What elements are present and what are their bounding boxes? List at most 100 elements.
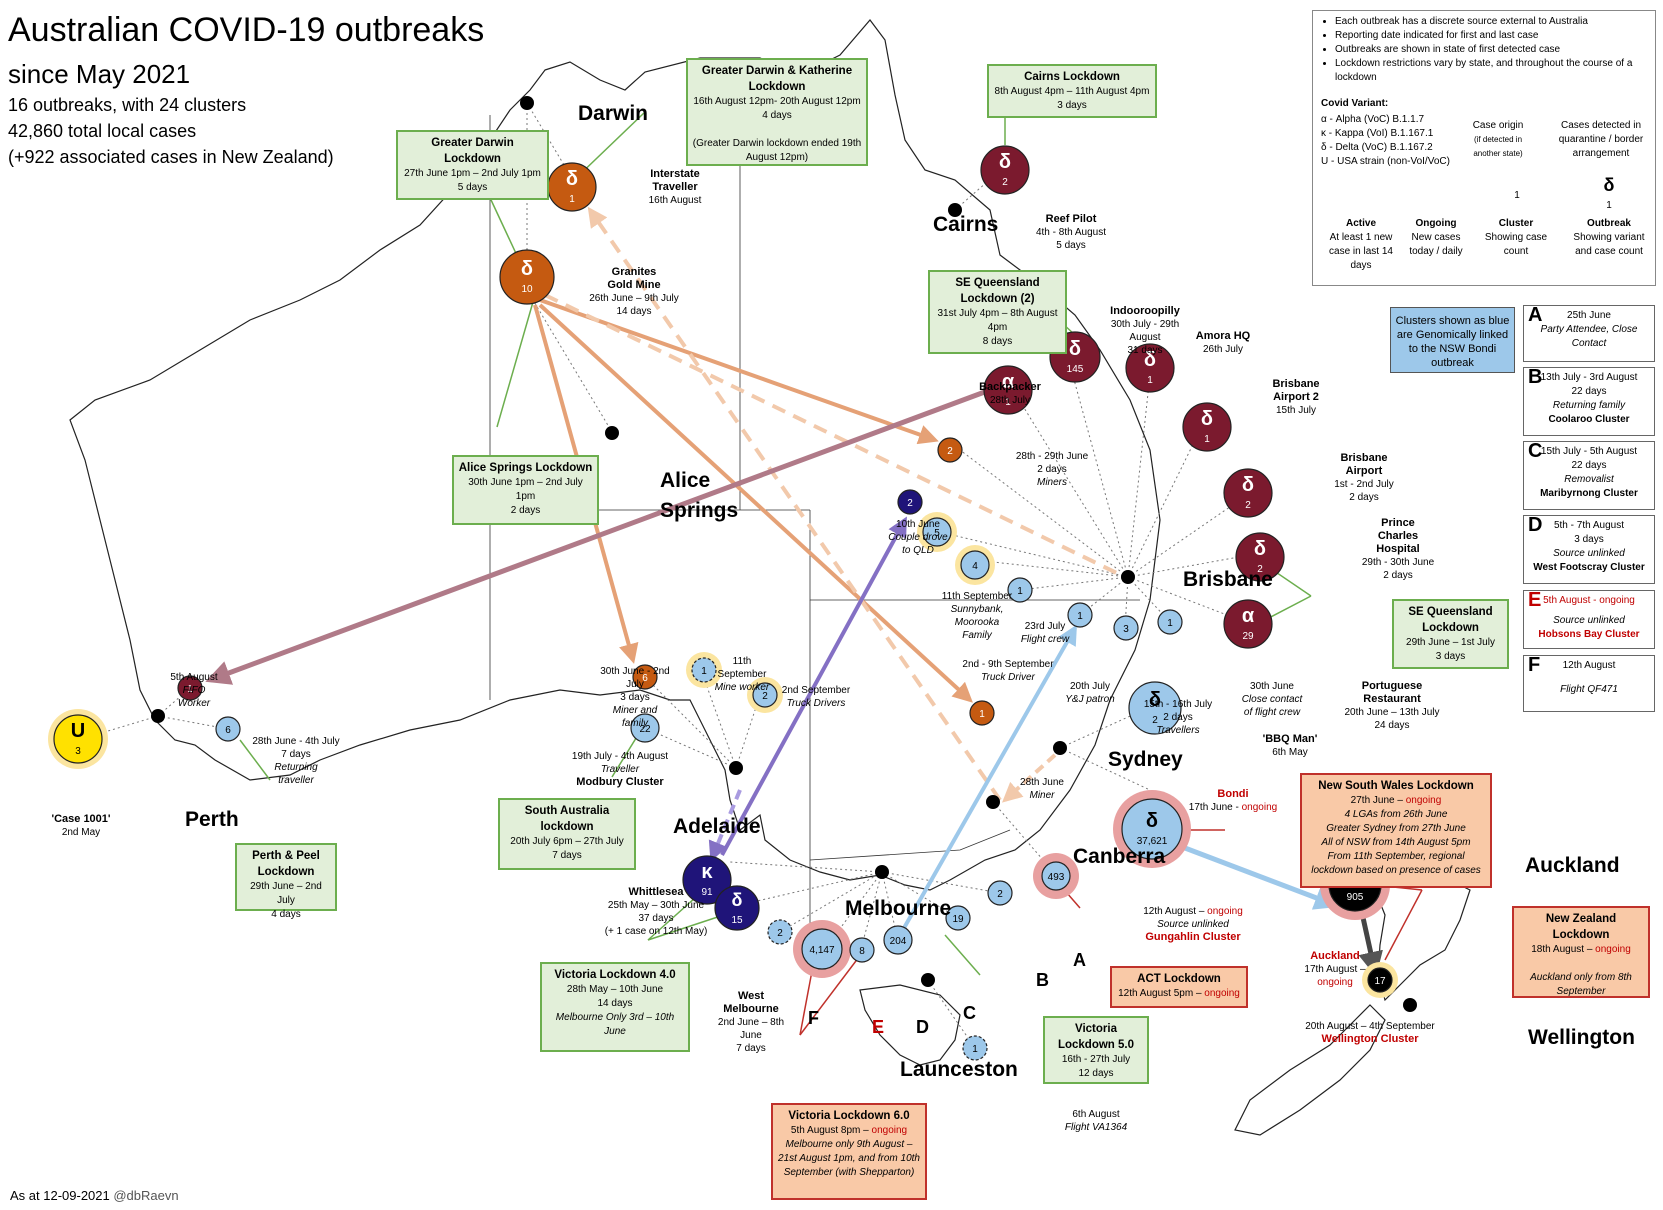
lockdown-new-zealand: New Zealand Lockdown 18th August – ongoin…: [1512, 906, 1650, 998]
label-west-melbourne: West Melbourne 2nd June – 8th June 7 days: [717, 990, 785, 1054]
marker-circle: [960, 550, 990, 580]
case-count: 91: [701, 887, 713, 898]
lockdown-se-queensland-2: SE Queensland Lockdown (2) 31st July 4pm …: [928, 270, 1067, 354]
case-count: 1: [1167, 618, 1173, 629]
legend-bullet: Each outbreak has a discrete source exte…: [1335, 15, 1655, 29]
label-gungahlin: 12th August – ongoing Source unlinked Gung…: [1143, 906, 1243, 943]
legend-outbreak: Outbreak Showing variant and case count: [1573, 218, 1645, 257]
case-count: 2: [1002, 177, 1008, 188]
city-alice-springs: Alice Springs: [660, 469, 739, 522]
variant-symbol: δ: [1144, 349, 1156, 371]
variant-symbol: α: [1002, 371, 1015, 393]
case-count: 2: [947, 446, 953, 457]
sidecard-d: D 5th - 7th August 3 days Source unlinke…: [1523, 515, 1655, 584]
label-mine-worker: 11th September Mine worker: [714, 656, 770, 693]
cluster-truck: 1: [1007, 577, 1033, 603]
marker-circle: [849, 937, 875, 963]
marker-circle: [983, 365, 1033, 415]
cluster-modbury: 22: [630, 713, 660, 743]
nz-south-outline: [1234, 1004, 1386, 1136]
legend-variant-delta: δ - Delta (VoC) B.1.167.2: [1321, 142, 1433, 153]
case-count: 2: [777, 928, 783, 939]
label-sunnybank: 11th September Sunnybank, Moorooka Family: [941, 591, 1013, 641]
cluster-miners2: 2: [937, 437, 963, 463]
variant-symbol: δ: [732, 890, 743, 910]
variant-symbol: α: [1242, 605, 1255, 627]
genomic-link-note: Clusters shown as blue are Genomically l…: [1390, 307, 1515, 373]
city-launceston: Launceston: [900, 1058, 1018, 1081]
marker-circle: [1121, 798, 1183, 860]
label-bondi: Bondi 17th June - ongoing: [1188, 788, 1278, 813]
marker-circle: [897, 489, 923, 515]
variant-symbol: δ: [999, 151, 1011, 173]
cluster-couple: 2: [897, 489, 923, 515]
cluster-gungahlin: 493: [1033, 853, 1079, 899]
footer-handle: @dbRaevn: [113, 1188, 179, 1203]
lockdown-act: ACT Lockdown 12th August 5pm – ongoing: [1110, 966, 1248, 1008]
city-brisbane: Brisbane: [1183, 568, 1273, 591]
legend-variant-title: Covid Variant:: [1321, 98, 1389, 109]
cluster-closecontact: 1: [1157, 609, 1183, 635]
cluster-sunny: 5: [917, 512, 957, 552]
arrow-granites-bne: [544, 293, 1126, 579]
arrow-backpacker-fifo: [205, 387, 991, 685]
label-sydney-miner: 28th June Miner: [1020, 777, 1064, 801]
case-count: 204: [890, 936, 907, 947]
label-prince-charles-hospital: Prince Charles Hospital 29th - 30th June 2 d…: [1361, 517, 1435, 581]
case-count: 17: [1374, 976, 1386, 987]
city-auckland: Auckland: [1525, 854, 1620, 877]
lockdown-se-queensland: SE Queensland Lockdown 29th June – 1st Ju…: [1392, 599, 1509, 669]
case-count: 493: [1048, 872, 1065, 883]
arrow-mel-yj: [898, 624, 1077, 936]
marker-circle: [937, 437, 963, 463]
australia-outline: [69, 19, 1161, 891]
variant-symbol: δ: [566, 168, 578, 190]
legend-variant-alpha: α - Alpha (VoC) B.1.1.7: [1321, 114, 1425, 125]
label-perth-returning-traveller: 28th June - 4th July 7 days Returning trave…: [252, 736, 340, 786]
marker-circle: [714, 885, 760, 931]
marker-circle: [1128, 681, 1182, 735]
stat-total-cases: 42,860 total local cases: [8, 121, 197, 141]
stat-nz-cases: (+922 associated cases in New Zealand): [8, 147, 334, 167]
case-count: 2: [1257, 564, 1263, 575]
label-flight-crew: 23rd July Flight crew: [1020, 621, 1070, 645]
label-brisbane-airport-2: Brisbane Airport 2 15th July: [1272, 378, 1320, 416]
cluster-partyattendee: 2: [987, 880, 1013, 906]
variant-symbol: δ: [1069, 338, 1081, 360]
label-miners: 28th - 29th June 2 days Miners: [1015, 451, 1089, 488]
cluster-flightcrew: 4: [955, 545, 995, 585]
case-count: 3: [1123, 624, 1129, 635]
variant-symbol: δ: [1149, 689, 1161, 711]
footer: As at 12-09-2021 @dbRaevn: [10, 1188, 179, 1203]
legend-variant-kappa: κ - Kappa (VoI) B.1.167.1: [1321, 128, 1434, 139]
sidecard-f: F 12th August Flight QF471: [1523, 655, 1655, 712]
case-count: 22: [639, 724, 651, 735]
marker-circle: [53, 714, 103, 764]
arrow-granites-sydminer: [538, 303, 973, 703]
cluster-letter-d: D: [916, 1017, 929, 1037]
legend-sample-count: 1: [1606, 200, 1612, 211]
marker-circle: [1367, 967, 1393, 993]
marker-circle: [980, 145, 1030, 195]
outbreak-reef: δ2: [980, 145, 1030, 195]
marker-circle: [987, 880, 1013, 906]
outbreak-bne2: δ1: [1182, 402, 1232, 452]
case-count: 2: [1245, 500, 1251, 511]
case-count: 2: [997, 889, 1003, 900]
marker-circle: [1007, 577, 1033, 603]
arrow-modbury-kappa: [708, 789, 742, 862]
marker-circle: [945, 905, 971, 931]
variant-symbol: κ: [701, 861, 713, 883]
outbreak-amora: δ1: [1125, 343, 1175, 393]
case-count: 1: [701, 666, 707, 677]
legend-sample-cluster-count: 1: [1514, 190, 1520, 201]
title-line-2: since May 2021: [8, 59, 191, 89]
dotted-links: [77, 102, 1251, 1049]
cluster-hobsons: 4,147: [793, 920, 851, 978]
marker-circle: [1041, 861, 1071, 891]
outbreak-port: α 29: [1223, 599, 1273, 649]
cluster-coolaroo: 19: [945, 905, 971, 931]
city-melbourne: Melbourne: [845, 897, 952, 920]
legend-quarantine: Cases detected in quarantine / border ar…: [1558, 120, 1644, 159]
case-count: 2: [762, 691, 768, 702]
